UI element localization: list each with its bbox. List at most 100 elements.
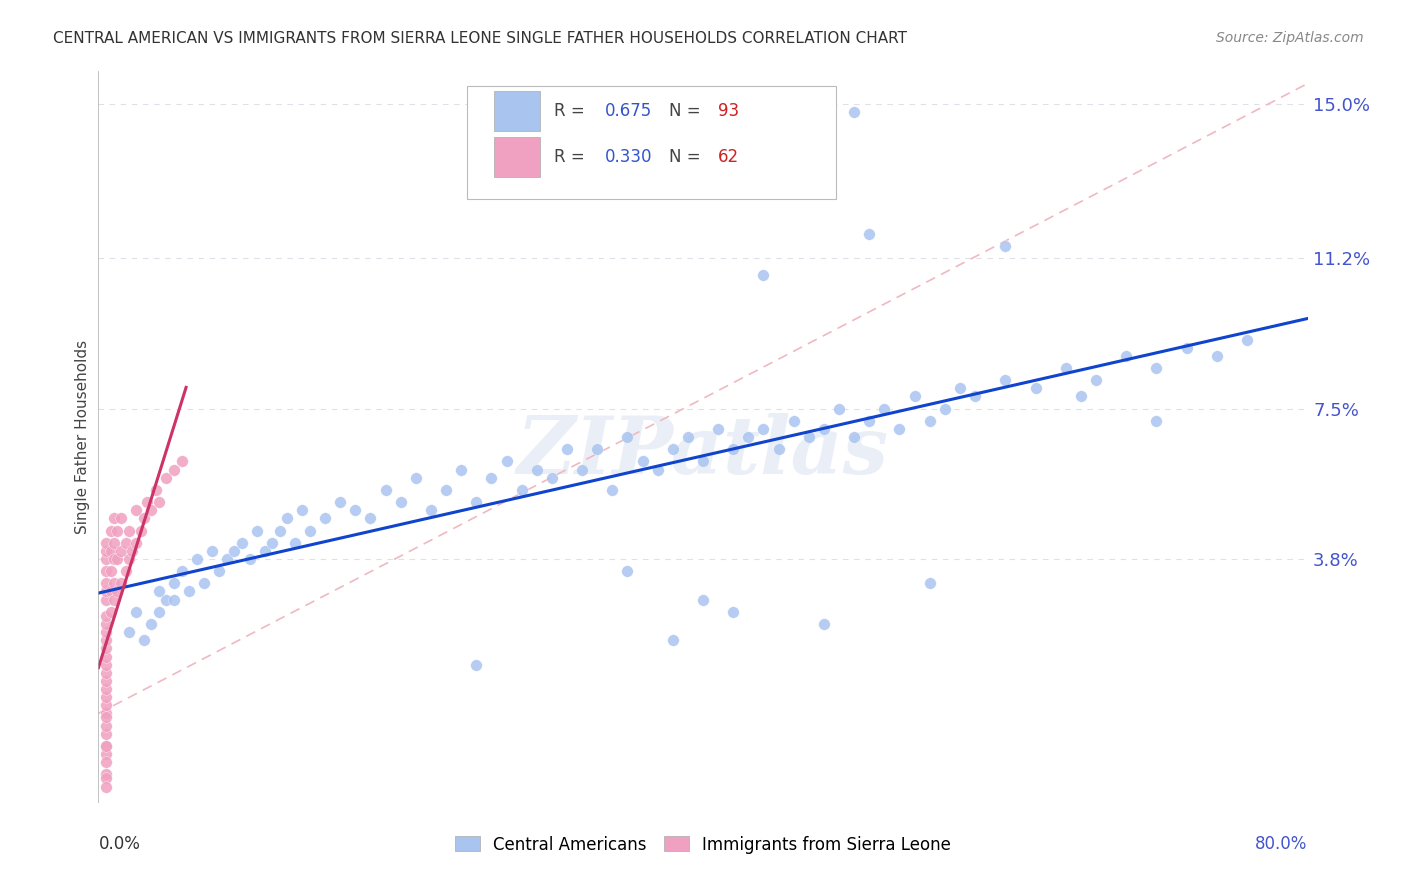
Point	[723, 605, 745, 619]
Point	[155, 471, 177, 485]
Point	[103, 511, 125, 525]
Point	[661, 442, 683, 457]
Point	[692, 592, 714, 607]
Point	[481, 471, 503, 485]
Bar	[494, 137, 540, 178]
Point	[94, 718, 117, 732]
Point	[94, 584, 117, 599]
Point	[163, 592, 186, 607]
Text: CENTRAL AMERICAN VS IMMIGRANTS FROM SIERRA LEONE SINGLE FATHER HOUSEHOLDS CORREL: CENTRAL AMERICAN VS IMMIGRANTS FROM SIER…	[53, 31, 907, 46]
Point	[904, 389, 927, 403]
Point	[125, 503, 148, 517]
Point	[105, 552, 128, 566]
Point	[148, 495, 170, 509]
Point	[752, 422, 775, 436]
Bar	[494, 91, 540, 131]
Point	[813, 617, 835, 632]
Point	[246, 524, 269, 538]
Point	[129, 524, 152, 538]
Point	[114, 535, 136, 549]
Point	[661, 633, 683, 648]
Point	[994, 239, 1017, 253]
Point	[94, 641, 117, 656]
Point	[844, 105, 866, 120]
Point	[873, 401, 896, 416]
Point	[94, 625, 117, 640]
Point	[1236, 333, 1258, 347]
Point	[344, 503, 367, 517]
Point	[94, 673, 117, 688]
Y-axis label: Single Father Households: Single Father Households	[75, 340, 90, 534]
Point	[118, 524, 141, 538]
Point	[707, 422, 730, 436]
Point	[148, 605, 170, 619]
FancyBboxPatch shape	[467, 86, 837, 200]
Point	[94, 633, 117, 648]
Point	[555, 442, 578, 457]
Point	[121, 544, 143, 558]
Point	[94, 564, 117, 578]
Point	[752, 268, 775, 282]
Point	[118, 552, 141, 566]
Text: N =: N =	[669, 102, 706, 120]
Point	[94, 710, 117, 724]
Point	[94, 552, 117, 566]
Point	[329, 495, 352, 509]
Text: 0.675: 0.675	[605, 102, 652, 120]
Point	[125, 605, 148, 619]
Point	[510, 483, 533, 497]
Point	[110, 576, 132, 591]
Point	[291, 503, 314, 517]
Point	[170, 564, 193, 578]
Point	[100, 605, 122, 619]
Point	[110, 544, 132, 558]
Point	[94, 657, 117, 672]
Point	[949, 381, 972, 395]
Point	[768, 442, 790, 457]
Point	[94, 739, 117, 753]
Point	[100, 524, 122, 538]
Text: R =: R =	[554, 102, 591, 120]
Point	[1054, 361, 1077, 376]
Point	[193, 576, 215, 591]
Point	[602, 483, 624, 497]
Legend: Central Americans, Immigrants from Sierra Leone: Central Americans, Immigrants from Sierr…	[449, 829, 957, 860]
Point	[94, 617, 117, 632]
Text: 0.330: 0.330	[605, 148, 652, 166]
Point	[389, 495, 412, 509]
Point	[360, 511, 382, 525]
Point	[94, 576, 117, 591]
Point	[616, 430, 638, 444]
Point	[737, 430, 759, 444]
Point	[100, 584, 122, 599]
Point	[526, 462, 548, 476]
Point	[141, 617, 163, 632]
Point	[94, 544, 117, 558]
Point	[450, 462, 472, 476]
Point	[374, 483, 396, 497]
Point	[105, 584, 128, 599]
Text: 0.0%: 0.0%	[98, 835, 141, 854]
Point	[844, 430, 866, 444]
Point	[148, 584, 170, 599]
Point	[94, 747, 117, 761]
Point	[94, 535, 117, 549]
Point	[571, 462, 593, 476]
Text: N =: N =	[669, 148, 706, 166]
Point	[828, 401, 851, 416]
Point	[94, 681, 117, 696]
Point	[647, 462, 669, 476]
Point	[224, 544, 246, 558]
Text: R =: R =	[554, 148, 591, 166]
Point	[94, 755, 117, 769]
Point	[239, 552, 262, 566]
Point	[965, 389, 987, 403]
Point	[110, 511, 132, 525]
Point	[135, 495, 157, 509]
Point	[1175, 341, 1198, 355]
Point	[141, 503, 163, 517]
Point	[94, 592, 117, 607]
Point	[692, 454, 714, 468]
Point	[889, 422, 911, 436]
Point	[918, 414, 941, 428]
